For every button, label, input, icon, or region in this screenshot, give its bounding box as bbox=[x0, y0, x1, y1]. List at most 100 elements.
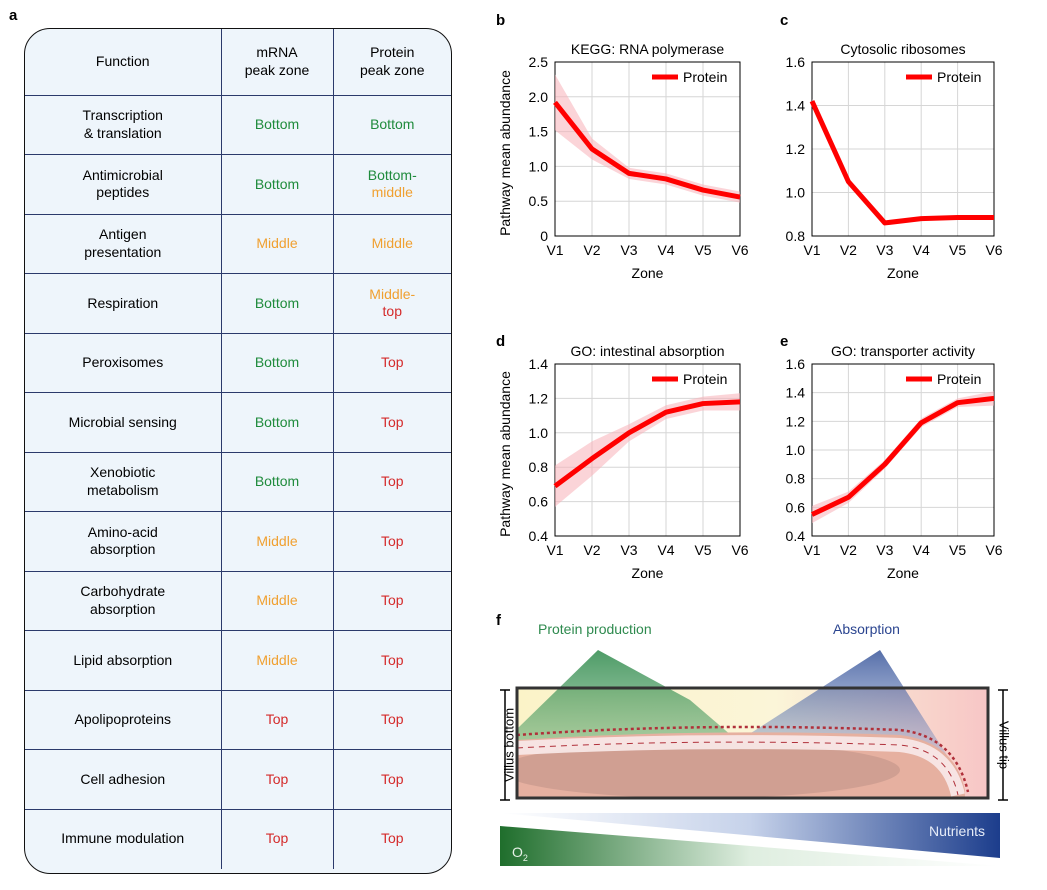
nutrients-label: Nutrients bbox=[929, 823, 985, 839]
protein-peak-zone-cell: Top bbox=[332, 332, 451, 393]
absorption-triangle bbox=[740, 650, 950, 760]
y-tick-label: 1.6 bbox=[786, 54, 806, 70]
x-tick-label: V3 bbox=[620, 542, 637, 558]
y-axis-label: Pathway mean abundance bbox=[497, 371, 513, 537]
villus-box-background bbox=[517, 688, 988, 798]
y-tick-label: 0.6 bbox=[786, 499, 806, 515]
x-tick-label: V6 bbox=[731, 542, 748, 558]
panel-letter-a: a bbox=[9, 7, 18, 24]
y-tick-label: 0 bbox=[540, 228, 548, 244]
series-line-protein bbox=[553, 100, 741, 200]
oxygen-gradient-wedge bbox=[500, 826, 1000, 866]
function-cell: Antimicrobial peptides bbox=[25, 154, 221, 214]
table-row: Immune modulation Top Top bbox=[25, 808, 451, 869]
table-row: Cell adhesion Top Top bbox=[25, 749, 451, 809]
oxygen-label-subscript: 2 bbox=[523, 853, 528, 863]
panel-letter-b: b bbox=[496, 12, 506, 29]
x-tick-label: V1 bbox=[803, 542, 820, 558]
header-mrna-peak-zone: mRNA peak zone bbox=[220, 29, 333, 95]
x-tick-label: V4 bbox=[657, 542, 674, 558]
x-tick-label: V2 bbox=[583, 542, 600, 558]
panel-letter-f: f bbox=[496, 612, 501, 629]
protein-peak-zone-cell: Top bbox=[332, 570, 451, 631]
function-cell: Carbohydrate absorption bbox=[25, 570, 221, 631]
series-line-protein bbox=[810, 395, 995, 517]
oxygen-label-main: O bbox=[512, 844, 523, 860]
x-tick-label: V5 bbox=[694, 542, 711, 558]
protein-peak-zone-cell: Bottom-middle bbox=[332, 154, 451, 214]
table-row: Respiration Bottom Middle-top bbox=[25, 273, 451, 333]
series-line-protein bbox=[553, 399, 741, 489]
y-tick-label: 0.5 bbox=[529, 193, 549, 209]
y-tick-label: 0.4 bbox=[786, 528, 806, 544]
table-row: Xenobiotic metabolism Bottom Top bbox=[25, 451, 451, 512]
x-tick-label: V3 bbox=[876, 542, 893, 558]
mrna-peak-zone-cell: Bottom bbox=[220, 332, 333, 393]
pathway-charts: 0 0.5 1.0 1.5 2.0 2.5 V1 V2 V3 V4 V5 V6 Protein KEGG:… bbox=[497, 41, 1003, 581]
chart-e: 0.4 0.6 0.8 1.0 1.2 1.4 1.6 V1 V2 V3 V4 V5 V6 Protein… bbox=[786, 343, 1003, 581]
y-tick-label: 1.0 bbox=[786, 185, 806, 201]
protein-production-label: Protein production bbox=[538, 621, 652, 637]
plot-frame bbox=[811, 61, 995, 237]
y-tick-label: 1.4 bbox=[786, 385, 806, 401]
x-tick-label: V1 bbox=[546, 242, 563, 258]
villus-bottom-label: Villus bottom bbox=[501, 708, 516, 782]
epithelial-cell-outlines bbox=[517, 741, 959, 796]
mrna-peak-zone-cell: Middle bbox=[220, 570, 333, 631]
chart-title: GO: transporter activity bbox=[831, 343, 975, 359]
oxygen-label: O2 bbox=[512, 844, 528, 863]
villus-lamina bbox=[517, 732, 965, 798]
table-row: Antigen presentation Middle Middle bbox=[25, 213, 451, 274]
panel-letter-d: d bbox=[496, 333, 506, 350]
y-tick-label: 1.4 bbox=[529, 356, 549, 372]
plot-frame bbox=[554, 61, 741, 237]
mrna-peak-zone-cell: Middle bbox=[220, 213, 333, 274]
chart-title: Cytosolic ribosomes bbox=[840, 41, 965, 57]
chart-c: 0.8 1.0 1.2 1.4 1.6 V1 V2 V3 V4 V5 V6 Protein Cytoso… bbox=[786, 41, 1003, 281]
function-cell: Apolipoproteins bbox=[25, 689, 221, 750]
zone-part-middle: Middle- bbox=[369, 285, 416, 302]
zone-part-top: top bbox=[382, 303, 402, 320]
y-tick-label: 1.0 bbox=[529, 425, 549, 441]
x-tick-label: V6 bbox=[985, 242, 1002, 258]
epithelial-brush-border bbox=[517, 725, 970, 793]
legend-label-protein: Protein bbox=[683, 69, 727, 85]
table-row: Amino-acid absorption Middle Top bbox=[25, 511, 451, 571]
y-tick-label: 0.8 bbox=[786, 228, 806, 244]
mrna-peak-zone-cell: Middle bbox=[220, 511, 333, 571]
y-tick-label: 1.4 bbox=[786, 98, 806, 114]
mrna-peak-zone-cell: Bottom bbox=[220, 154, 333, 214]
protein-peak-zone-cell: Middle-top bbox=[332, 273, 451, 333]
mrna-peak-zone-cell: Bottom bbox=[220, 273, 333, 333]
function-cell: Peroxisomes bbox=[25, 332, 221, 393]
series-confidence-band bbox=[555, 393, 740, 507]
function-cell: Antigen presentation bbox=[25, 213, 221, 274]
protein-peak-zone-cell: Top bbox=[332, 392, 451, 452]
x-tick-label: V5 bbox=[949, 242, 966, 258]
legend-label-protein: Protein bbox=[683, 371, 727, 387]
plot-frame bbox=[811, 363, 995, 537]
mrna-peak-zone-cell: Bottom bbox=[220, 451, 333, 512]
protein-peak-zone-cell: Top bbox=[332, 689, 451, 750]
x-axis-label: Zone bbox=[632, 265, 664, 281]
function-cell: Transcription & translation bbox=[25, 94, 221, 155]
villus-tip-label: Villus tip bbox=[997, 721, 1012, 769]
protein-production-triangle bbox=[518, 650, 760, 760]
plot-frame bbox=[554, 363, 741, 537]
absorption-label: Absorption bbox=[833, 621, 900, 637]
function-cell: Cell adhesion bbox=[25, 749, 221, 809]
y-tick-label: 1.0 bbox=[529, 158, 549, 174]
function-table-card: Function mRNA peak zone Protein peak zon… bbox=[24, 28, 452, 874]
table-row: Antimicrobial peptides Bottom Bottom-middl… bbox=[25, 154, 451, 214]
y-tick-label: 1.2 bbox=[786, 413, 806, 429]
villus-core bbox=[517, 742, 900, 798]
table-header-row: Function mRNA peak zone Protein peak zon… bbox=[25, 29, 451, 95]
x-tick-label: V4 bbox=[913, 242, 930, 258]
function-cell: Lipid absorption bbox=[25, 630, 221, 690]
chart-b: 0 0.5 1.0 1.5 2.0 2.5 V1 V2 V3 V4 V5 V6 Protein KEGG:… bbox=[497, 41, 749, 281]
protein-peak-zone-cell: Top bbox=[332, 451, 451, 512]
chart-title: GO: intestinal absorption bbox=[570, 343, 724, 359]
x-tick-label: V1 bbox=[803, 242, 820, 258]
protein-peak-zone-cell: Top bbox=[332, 749, 451, 809]
function-cell: Amino-acid absorption bbox=[25, 511, 221, 571]
